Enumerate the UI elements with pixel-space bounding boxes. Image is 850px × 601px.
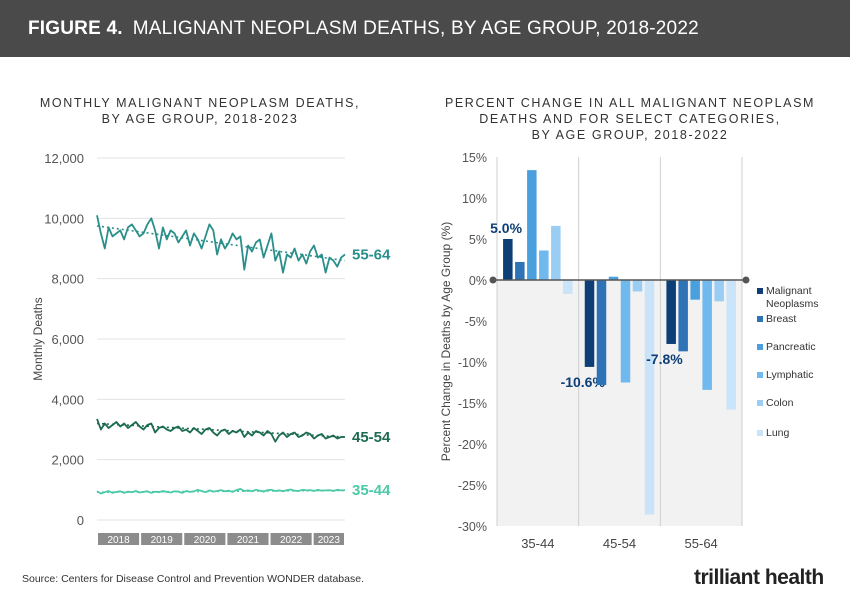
y-tick-label: -30%: [458, 520, 487, 534]
left-chart-title: MONTHLY MALIGNANT NEOPLASM DEATHS, BY AG…: [20, 95, 380, 127]
x-tick-label: 2023: [318, 535, 341, 546]
legend-item: Breast: [757, 313, 797, 326]
bar-Malignant Neoplasms-45-54: [584, 280, 595, 367]
x-tick-label: 2019: [151, 535, 174, 546]
x-tick-label: 2020: [194, 535, 217, 546]
legend-item: Malignant Neoplasms: [757, 285, 836, 311]
y-tick-label: 10%: [462, 192, 487, 206]
legend-label: Malignant Neoplasms: [766, 285, 819, 310]
bar-Colon-55-64: [714, 280, 724, 302]
y-tick-label: 4,000: [51, 392, 84, 407]
bar-Malignant Neoplasms-35-44: [503, 239, 513, 280]
y-tick-label: -20%: [458, 438, 487, 452]
series-label: 45-54: [352, 429, 391, 446]
trendline-35-44: [96, 489, 346, 494]
y-tick-label: -15%: [458, 397, 487, 411]
zero-line-dot: [489, 276, 497, 284]
y-axis-label: Percent Change in Deaths by Age Group (%…: [439, 222, 453, 461]
bar-chart: 15% 10% 5% 0% -5% -10% -15% -20% -25% -30% Percent…: [439, 151, 750, 551]
bar-Breast-35-44: [515, 261, 525, 280]
figure-header: FIGURE 4. MALIGNANT NEOPLASM DEATHS, BY A…: [0, 0, 850, 57]
legend-label: Pancreatic: [766, 341, 816, 353]
trilliant-health-logo: trilliant health: [694, 566, 824, 589]
figure-title-text: MALIGNANT NEOPLASM DEATHS, BY AGE GROUP,…: [132, 18, 699, 39]
legend-swatch: [757, 430, 763, 436]
legend-label: Lymphatic: [766, 369, 814, 381]
series-line-55-64: [96, 215, 346, 274]
y-tick-label: -25%: [458, 479, 487, 493]
bar-Colon-45-54: [632, 280, 643, 292]
year-band: [313, 533, 344, 545]
x-tick-label: 55-64: [685, 536, 718, 551]
y-tick-label: 10,000: [44, 211, 84, 226]
series-label: 35-44: [352, 482, 391, 499]
trendline-55-64: [96, 225, 346, 262]
y-tick-label: 12,000: [44, 151, 84, 166]
zero-line-dot: [742, 276, 750, 284]
y-tick-label: 6,000: [51, 332, 84, 347]
y-tick-label: -10%: [458, 356, 487, 370]
bar-Pancreatic-55-64: [690, 280, 700, 300]
data-label: -10.6%: [561, 374, 606, 390]
bar-Lung-55-64: [726, 280, 736, 410]
y-tick-label: -5%: [465, 315, 487, 329]
year-band: [98, 533, 140, 545]
left-chart-title-line: MONTHLY MALIGNANT NEOPLASM DEATHS,: [39, 96, 361, 110]
legend-item: Colon: [757, 397, 794, 410]
legend-item: Lung: [757, 427, 790, 440]
bar-Breast-45-54: [596, 280, 607, 385]
negative-region: [497, 280, 742, 526]
bar-Lung-45-54: [644, 280, 655, 515]
legend-item: Lymphatic: [757, 369, 814, 382]
bar-Lymphatic-45-54: [620, 280, 631, 383]
series-label: 55-64: [352, 247, 391, 264]
year-band: [270, 533, 312, 545]
right-chart-title-line: PERCENT CHANGE IN ALL MALIGNANT NEOPLASM: [444, 96, 816, 110]
x-tick-label: 2018: [107, 535, 130, 546]
legend-label: Breast: [766, 313, 797, 325]
y-tick-label: 2,000: [51, 453, 84, 468]
bar-Colon-35-44: [551, 225, 561, 280]
y-tick-label: 5%: [469, 233, 487, 247]
bar-Breast-55-64: [678, 280, 688, 352]
data-label: 5.0%: [490, 220, 522, 236]
bar-Pancreatic-35-44: [527, 170, 537, 280]
bar-Lymphatic-35-44: [539, 250, 549, 280]
legend-swatch: [757, 344, 763, 350]
year-band: [227, 533, 269, 545]
right-chart-title: PERCENT CHANGE IN ALL MALIGNANT NEOPLASM…: [440, 95, 820, 143]
x-tick-label: 35-44: [521, 536, 554, 551]
year-band: [184, 533, 226, 545]
trendline-45-54: [96, 422, 346, 438]
bar-Lung-35-44: [563, 280, 573, 294]
legend-swatch: [757, 316, 763, 322]
x-tick-label: 2022: [280, 535, 303, 546]
x-tick-label: 2021: [237, 535, 260, 546]
legend-label: Lung: [766, 427, 790, 439]
right-chart-title-line: DEATHS AND FOR SELECT CATEGORIES,: [479, 112, 781, 126]
figure-label: FIGURE 4.: [28, 18, 123, 39]
y-tick-label: 0: [77, 513, 84, 528]
legend-label: Colon: [766, 397, 794, 409]
legend-swatch: [757, 288, 763, 294]
figure-title: FIGURE 4. MALIGNANT NEOPLASM DEATHS, BY A…: [28, 18, 699, 40]
right-chart-title-line: BY AGE GROUP, 2018-2022: [531, 128, 729, 142]
y-tick-label: 0%: [469, 274, 487, 288]
bar-Lymphatic-55-64: [702, 280, 712, 390]
year-band: [141, 533, 183, 545]
source-note: Source: Centers for Disease Control and …: [22, 573, 364, 585]
bar-Pancreatic-45-54: [608, 276, 619, 280]
x-tick-label: 45-54: [603, 536, 636, 551]
y-tick-label: 15%: [462, 151, 487, 165]
left-chart-title-line: BY AGE GROUP, 2018-2023: [101, 112, 299, 126]
y-axis-label: Monthly Deaths: [31, 297, 45, 380]
legend-item: Pancreatic: [757, 341, 816, 354]
data-label: -7.8%: [646, 351, 683, 367]
line-chart: 0 2,000 4,000 6,000 8,000 10,000 12,000 Monthly…: [31, 151, 391, 546]
series-line-45-54: [96, 418, 345, 443]
bar-Malignant Neoplasms-55-64: [666, 280, 676, 344]
legend-swatch: [757, 372, 763, 378]
y-tick-label: 8,000: [51, 272, 84, 287]
legend-swatch: [757, 400, 763, 406]
